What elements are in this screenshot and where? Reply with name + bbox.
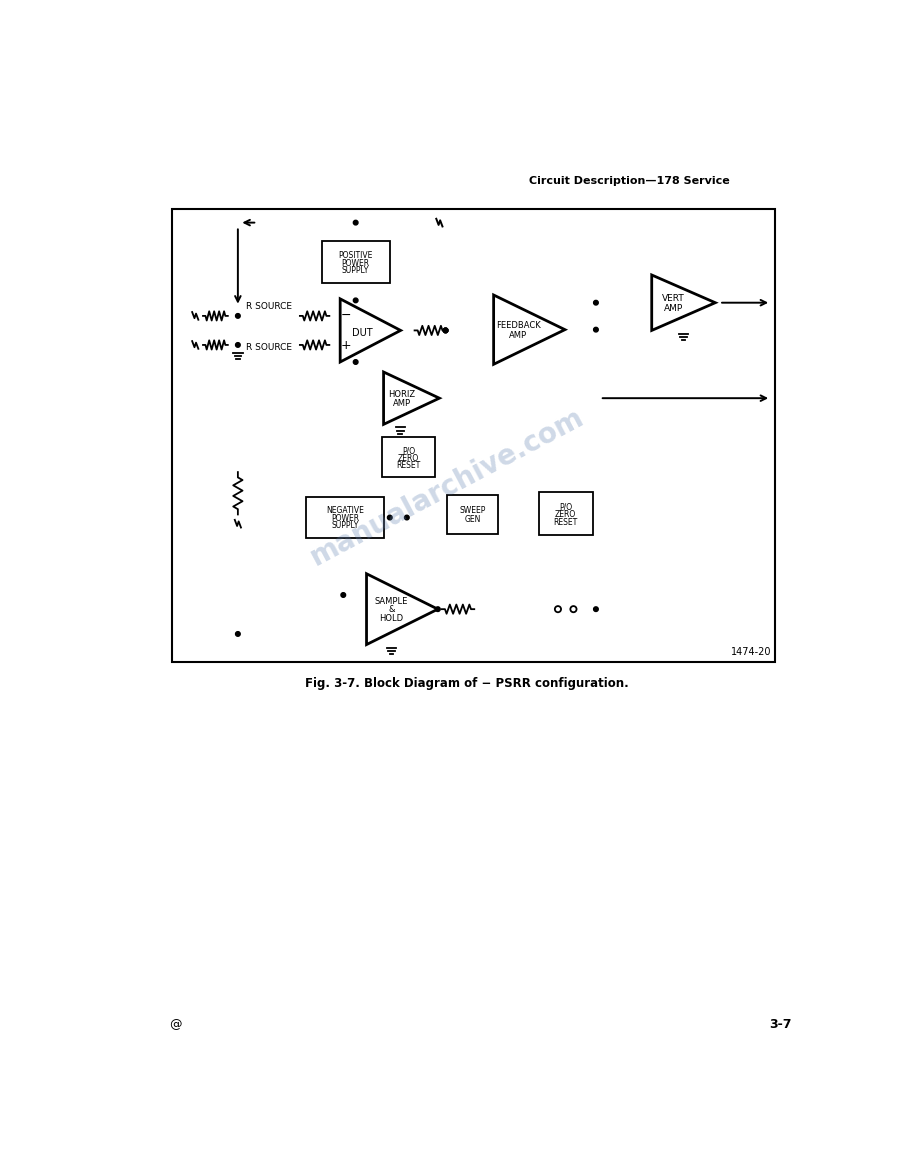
Text: AMP: AMP [394,400,411,408]
Bar [172,209,775,662]
Circle shape [341,592,345,597]
Circle shape [353,360,358,364]
Text: +: + [341,338,352,351]
Circle shape [387,515,392,519]
Circle shape [444,328,448,333]
Text: POWER: POWER [342,258,370,268]
Text: 3-7: 3-7 [769,1019,792,1032]
Circle shape [444,328,448,333]
Circle shape [435,606,440,611]
Circle shape [236,314,241,318]
Text: @: @ [169,1019,182,1032]
Text: R SOURCE: R SOURCE [246,302,292,311]
Bar [306,497,384,538]
Text: manualarchive.com: manualarchive.com [305,403,589,572]
Text: 1474-20: 1474-20 [731,647,771,657]
Text: RESET: RESET [396,462,421,470]
Circle shape [594,606,599,611]
Text: HORIZ: HORIZ [389,390,415,398]
Text: ZERO: ZERO [555,510,577,519]
Circle shape [353,220,358,224]
Text: &: & [388,605,394,615]
Circle shape [594,328,599,333]
Circle shape [444,328,448,333]
Text: P/O: P/O [559,502,572,511]
Text: ZERO: ZERO [398,454,419,463]
Text: POSITIVE: POSITIVE [339,250,373,260]
Text: VERT: VERT [662,295,685,303]
Text: SUPPLY: SUPPLY [331,522,359,530]
Text: AMP: AMP [509,330,527,340]
Circle shape [404,515,409,519]
Text: P/O: P/O [402,446,415,455]
Bar [382,437,435,477]
Text: SWEEP: SWEEP [459,506,486,515]
Bar [322,241,390,283]
Circle shape [236,343,241,348]
Bar [538,492,593,536]
Text: RESET: RESET [554,518,578,526]
Circle shape [236,632,241,637]
Text: AMP: AMP [664,303,683,313]
Circle shape [594,301,599,306]
Text: FEEDBACK: FEEDBACK [496,321,541,330]
Text: Fig. 3-7. Block Diagram of − PSRR configuration.: Fig. 3-7. Block Diagram of − PSRR config… [304,677,629,691]
Text: −: − [341,309,352,322]
Text: POWER: POWER [331,513,359,523]
Text: NEGATIVE: NEGATIVE [326,506,363,515]
Text: SAMPLE: SAMPLE [374,597,408,606]
Bar [447,495,498,533]
Text: SUPPLY: SUPPLY [342,267,369,275]
Text: DUT: DUT [352,329,373,338]
Text: GEN: GEN [465,515,481,524]
Circle shape [353,298,358,303]
Text: HOLD: HOLD [379,613,404,623]
Text: Circuit Description—178 Service: Circuit Description—178 Service [529,176,730,186]
Text: R SOURCE: R SOURCE [246,343,292,351]
